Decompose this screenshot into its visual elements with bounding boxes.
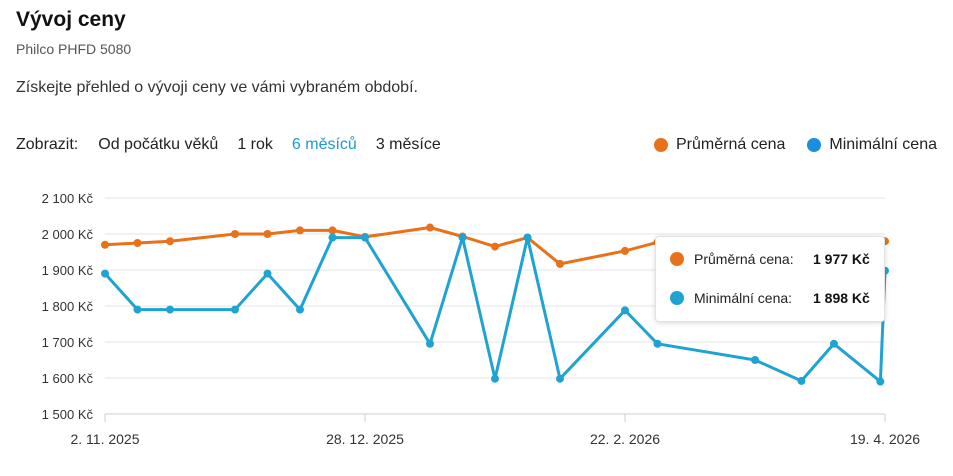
data-point-average: [133, 239, 142, 247]
tooltip-row-average: Průměrná cena: 1 977 Kč: [670, 251, 870, 267]
tooltip-minimum-value: 1 898 Kč: [813, 290, 870, 306]
average-dot-icon: [654, 138, 668, 152]
data-point-minimum: [361, 233, 369, 242]
legend-label-minimum: Minimální cena: [829, 136, 937, 153]
chart-legend: Průměrná cena Minimální cena: [632, 136, 937, 154]
product-name: Philco PHFD 5080: [16, 41, 132, 57]
series-line-minimum: [103, 236, 887, 384]
y-tick-label: 2 000 Kč: [42, 227, 94, 242]
data-point-minimum: [166, 305, 174, 314]
data-point-minimum: [523, 233, 532, 242]
range-label: Zobrazit:: [16, 136, 79, 153]
y-tick-label: 1 900 Kč: [42, 263, 94, 278]
tooltip-row-minimum: Minimální cena: 1 898 Kč: [670, 290, 870, 306]
data-point-minimum: [328, 233, 337, 242]
x-tick-label: 22. 2. 2026: [590, 431, 660, 447]
data-point-minimum: [231, 305, 239, 314]
data-point-minimum: [621, 306, 629, 315]
y-tick-label: 1 600 Kč: [42, 371, 94, 386]
legend-item-minimum[interactable]: Minimální cena: [807, 136, 937, 154]
minimum-dot-icon: [670, 291, 684, 305]
data-point-minimum: [133, 305, 142, 314]
data-point-average: [263, 230, 272, 238]
data-point-average: [231, 230, 239, 238]
x-tick-label: 19. 4. 2026: [850, 431, 920, 447]
data-point-minimum: [876, 377, 885, 386]
average-dot-icon: [670, 252, 684, 266]
data-point-average: [556, 259, 564, 268]
data-point-average: [166, 237, 174, 246]
data-point-minimum: [829, 339, 838, 348]
x-tick-label: 2. 11. 2025: [70, 431, 139, 447]
y-tick-label: 1 800 Kč: [42, 299, 94, 314]
tooltip-average-label: Průměrná cena:: [694, 251, 794, 267]
chart-tooltip: Průměrná cena: 1 977 Kč Minimální cena: …: [655, 236, 885, 322]
data-point-minimum: [101, 269, 109, 278]
data-point-average: [491, 242, 499, 251]
data-point-average: [296, 226, 304, 235]
range-option-all[interactable]: Od počátku věků: [98, 136, 219, 153]
x-tick-label: 28. 12. 2025: [326, 431, 404, 447]
legend-label-average: Průměrná cena: [676, 136, 786, 153]
data-point-average: [328, 226, 337, 235]
minimum-dot-icon: [807, 138, 822, 152]
range-selector: Zobrazit: Od počátku věků 1 rok 6 měsíců…: [16, 136, 460, 154]
data-point-minimum: [797, 376, 806, 385]
series-line-average: [103, 226, 887, 266]
data-point-minimum: [296, 305, 304, 314]
data-point-minimum: [653, 339, 662, 348]
tooltip-average-value: 1 977 Kč: [813, 251, 870, 267]
data-point-minimum: [751, 356, 759, 364]
tooltip-minimum-label: Minimální cena:: [694, 290, 793, 306]
range-option-3-months[interactable]: 3 měsíce: [375, 136, 441, 153]
data-point-minimum: [263, 269, 272, 278]
range-option-6-months[interactable]: 6 měsíců: [291, 136, 357, 153]
legend-item-average[interactable]: Průměrná cena: [654, 136, 785, 154]
page-title: Vývoj ceny: [16, 8, 126, 31]
data-point-minimum: [426, 339, 434, 348]
data-point-minimum: [491, 374, 499, 383]
data-point-average: [621, 246, 629, 255]
y-tick-label: 2 100 Kč: [42, 191, 94, 206]
y-tick-label: 1 700 Kč: [42, 335, 94, 350]
data-point-average: [101, 240, 109, 249]
y-tick-label: 1 500 Kč: [42, 407, 94, 422]
range-option-1-year[interactable]: 1 rok: [237, 136, 273, 153]
chart-description: Získejte přehled o vývoji ceny ve vámi v…: [16, 79, 418, 96]
data-point-minimum: [556, 374, 564, 383]
data-point-average: [426, 223, 434, 232]
data-point-minimum: [458, 233, 467, 242]
